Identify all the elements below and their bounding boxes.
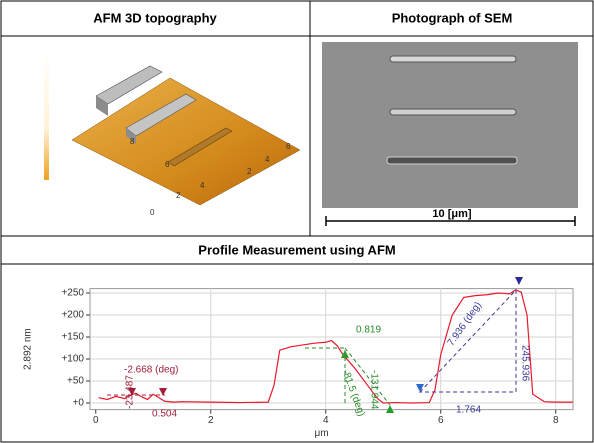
y-tick-label: +0	[73, 398, 85, 409]
y-tick-label: +200	[61, 310, 84, 321]
x-tick-label: 6	[438, 415, 444, 426]
annotation: -2.668 (deg)	[124, 365, 178, 376]
panel-title: Photograph of SEM	[392, 10, 513, 25]
cursor-marker	[515, 277, 523, 285]
panel-title: Profile Measurement using AFM	[198, 242, 395, 257]
sem-background	[322, 42, 578, 208]
sem-line	[390, 56, 516, 62]
annotation: -23.487	[125, 375, 136, 409]
y-tick-label: +100	[61, 354, 84, 365]
afm-axis-label: 0	[150, 208, 155, 217]
afm-axis-label: 6	[286, 142, 291, 151]
annotation: 0.819	[356, 325, 381, 336]
afm-axis-label: 4	[200, 181, 205, 190]
annotation: 0.504	[152, 409, 177, 420]
panel-title: AFM 3D topography	[93, 10, 217, 25]
annotation: 245.936	[519, 345, 530, 382]
afm-axis-label: 8	[130, 137, 135, 146]
y-tick-label: +150	[61, 332, 84, 343]
afm-axis-label: 6	[165, 160, 170, 169]
x-tick-label: 4	[323, 415, 329, 426]
x-tick-label: 0	[93, 415, 99, 426]
y-tick-label: +50	[67, 376, 84, 387]
x-tick-label: 2	[208, 415, 214, 426]
color-bar	[44, 50, 49, 180]
afm-image	[44, 50, 300, 205]
afm-axis-label: 2	[247, 167, 252, 176]
x-axis-label: μm	[314, 428, 328, 439]
sem-line	[390, 109, 516, 115]
figure: AFM 3D topography Photograph of SEM Prof…	[0, 0, 594, 443]
y-axis-label: 2.892 nm	[23, 328, 34, 370]
sem-image: 10 [μm]	[322, 42, 578, 226]
annotation: -131.944	[368, 370, 379, 410]
annotation: 1.764	[456, 405, 481, 416]
x-tick-label: 8	[553, 415, 559, 426]
afm-axis-label: 2	[176, 191, 181, 200]
afm-axis-label: 4	[265, 155, 270, 164]
sem-line	[387, 157, 517, 164]
y-tick-label: +250	[61, 288, 84, 299]
scale-label: 10 [μm]	[432, 208, 471, 220]
profile-chart: +0 +50 +100 +150 +200 +250 0 2 4 6 8 μm 2.892 nm -2.6…	[23, 277, 573, 439]
